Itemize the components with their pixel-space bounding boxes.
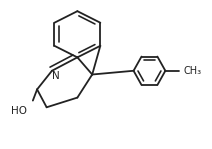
Text: N: N: [52, 71, 60, 81]
Text: HO: HO: [11, 106, 27, 116]
Text: CH₃: CH₃: [184, 66, 202, 76]
